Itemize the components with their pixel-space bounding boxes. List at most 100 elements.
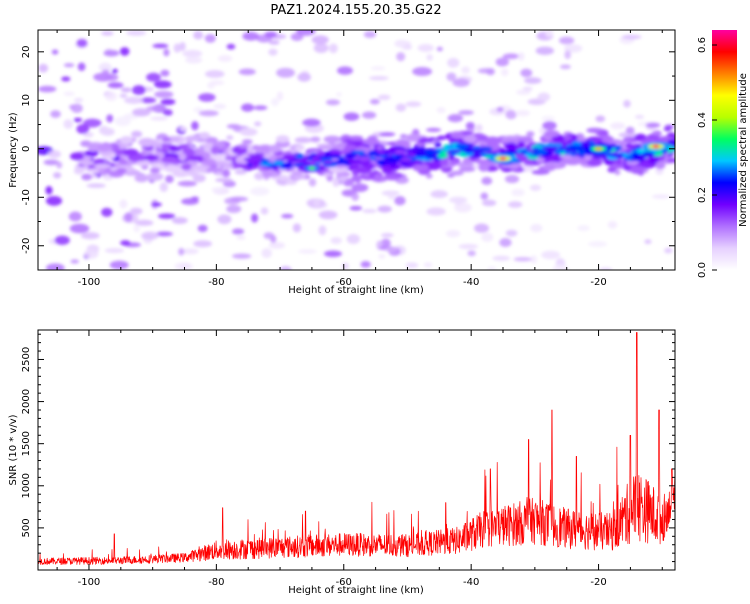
heatmap-cell: [335, 92, 343, 97]
heatmap-cell: [279, 266, 292, 270]
heatmap-cell: [379, 132, 396, 137]
heatmap-cell: [559, 64, 571, 70]
heatmap-cell: [120, 240, 131, 246]
heatmap-cell: [84, 150, 99, 157]
heatmap-cell: [308, 178, 317, 187]
heatmap-cell: [70, 152, 85, 161]
heatmap-cell: [307, 157, 313, 161]
spectrogram-y-ticks: -20 -10 0 10 20: [21, 45, 675, 271]
heatmap-cell: [149, 167, 161, 174]
heatmap-cell: [341, 262, 349, 270]
heatmap-cell: [614, 144, 622, 151]
heatmap-cell: [93, 163, 112, 169]
heatmap-cell: [370, 66, 386, 71]
heatmap-cell: [439, 158, 449, 167]
spectrogram-x-tick-label: -80: [208, 277, 224, 288]
heatmap-cell: [193, 31, 204, 40]
heatmap-cell: [98, 62, 112, 73]
heatmap-cell: [377, 159, 385, 166]
snr-x-tick-label: -20: [590, 577, 606, 588]
heatmap-cell: [283, 154, 296, 160]
snr-x-tick-label: -100: [78, 577, 101, 588]
heatmap-cell: [109, 260, 129, 270]
heatmap-cell: [586, 127, 602, 134]
heatmap-cell: [645, 122, 661, 128]
heatmap-cell: [119, 47, 130, 56]
heatmap-cell: [308, 153, 316, 158]
heatmap-cell: [577, 225, 590, 232]
heatmap-cell: [83, 118, 102, 128]
heatmap-cell: [583, 140, 591, 147]
snr-x-tick-label: -80: [208, 577, 224, 588]
heatmap-cell: [241, 103, 255, 112]
heatmap-cell: [146, 72, 161, 82]
heatmap-cell: [160, 98, 176, 106]
heatmap-cell: [655, 161, 665, 170]
heatmap-cell: [381, 233, 394, 238]
heatmap-cell: [296, 153, 304, 159]
heatmap-cell: [45, 263, 65, 270]
heatmap-cell: [196, 166, 207, 173]
heatmap-cell: [329, 154, 341, 159]
heatmap-cell: [450, 170, 464, 176]
heatmap-cell: [103, 49, 120, 57]
heatmap-cell: [76, 38, 88, 48]
heatmap-cell: [394, 196, 406, 206]
heatmap-cell: [124, 96, 144, 104]
heatmap-cell: [48, 150, 62, 159]
heatmap-cell: [197, 224, 208, 233]
heatmap-cell: [614, 169, 621, 176]
snr-y-tick-label: 1500: [21, 431, 32, 456]
spectrogram-x-ticks: -100 -80 -60 -40 -20: [56, 30, 663, 288]
heatmap-cell: [116, 168, 127, 173]
heatmap-cell: [463, 135, 477, 144]
snr-x-axis-label: Height of straight line (km): [288, 585, 424, 596]
heatmap-cell: [599, 267, 613, 270]
heatmap-cell: [150, 116, 169, 121]
heatmap-cell: [119, 199, 128, 209]
heatmap-cell: [527, 155, 539, 160]
heatmap-cell: [395, 154, 404, 160]
heatmap-cell: [430, 190, 448, 199]
heatmap-cell: [68, 211, 82, 222]
heatmap-cell: [236, 235, 246, 240]
heatmap-cell: [229, 196, 249, 202]
heatmap-peak: [652, 144, 660, 148]
heatmap-cell: [458, 243, 479, 250]
heatmap-cell: [212, 142, 226, 148]
heatmap-cell: [79, 160, 95, 166]
colorbar-ticks: 0.0 0.2 0.4 0.6: [697, 37, 717, 278]
heatmap-cell: [449, 150, 457, 156]
heatmap-cell: [664, 247, 673, 254]
heatmap-cell: [437, 135, 447, 141]
heatmap-cell: [164, 164, 182, 173]
heatmap-cell: [174, 262, 194, 270]
heatmap-cell: [162, 109, 173, 116]
heatmap-cell: [165, 175, 174, 184]
heatmap-cell: [298, 249, 317, 254]
heatmap-cell: [138, 137, 156, 147]
heatmap-cell: [127, 154, 145, 162]
heatmap-peak: [308, 166, 316, 170]
heatmap-cell: [146, 172, 164, 181]
heatmap-cell: [104, 248, 125, 254]
heatmap-cell: [50, 110, 61, 118]
heatmap-cell: [178, 152, 187, 162]
heatmap-cell: [361, 111, 377, 119]
heatmap-cell: [351, 192, 360, 201]
heatmap-cell: [426, 207, 446, 216]
heatmap-cell: [381, 167, 393, 174]
heatmap-cell: [651, 194, 670, 199]
heatmap-cell: [545, 30, 554, 38]
heatmap-cell: [169, 145, 179, 152]
heatmap-cell: [351, 175, 360, 182]
heatmap-cell: [172, 170, 190, 178]
heatmap-cell: [294, 145, 305, 151]
snr-x-tick-label: -40: [463, 577, 479, 588]
heatmap-cell: [71, 103, 83, 114]
heatmap-cell: [324, 151, 332, 158]
heatmap-cell: [377, 150, 386, 154]
heatmap-cell: [142, 154, 159, 161]
heatmap-cell: [103, 167, 112, 174]
heatmap-cell: [313, 43, 329, 53]
